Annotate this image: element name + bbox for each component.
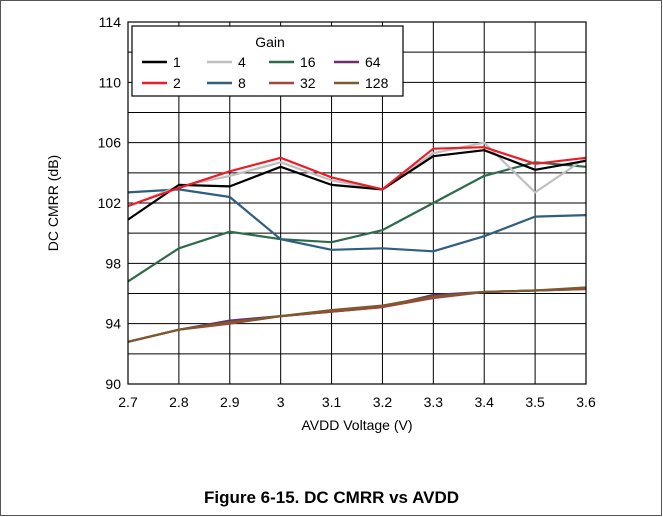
legend: Gain 1 4 16 64 2 8 32 128 — [131, 25, 404, 97]
x-tick-label: 3.2 — [373, 394, 393, 410]
x-tick-label: 3.6 — [576, 394, 596, 410]
y-tick-label: 90 — [105, 376, 121, 392]
figure-caption: Figure 6-15. DC CMRR vs AVDD — [203, 488, 460, 507]
y-tick-label: 110 — [99, 74, 122, 90]
dc-cmrr-chart: 2.7 2.8 2.9 3 3.1 3.2 3.3 3.4 3.5 3.6 90 94 98 102 106… — [45, 14, 596, 433]
legend-label-gain-8: 8 — [238, 75, 246, 91]
y-tick-label: 94 — [105, 316, 121, 332]
legend-label-gain-32: 32 — [300, 75, 316, 91]
series-line-gain-2 — [127, 146, 587, 208]
axis-ticks: 2.7 2.8 2.9 3 3.1 3.2 3.3 3.4 3.5 3.6 90 94 98 102 106… — [98, 14, 596, 410]
x-tick-label: 3.1 — [322, 394, 342, 410]
series-lines — [127, 141, 587, 343]
series-line-gain-16 — [127, 161, 587, 283]
legend-label-gain-16: 16 — [300, 54, 316, 70]
legend-label-gain-2: 2 — [173, 75, 181, 91]
y-tick-label: 102 — [98, 195, 122, 211]
x-tick-label: 2.7 — [118, 394, 138, 410]
legend-label-gain-1: 1 — [173, 54, 181, 70]
legend-label-gain-64: 64 — [365, 54, 381, 70]
y-axis-label: DC CMRR (dB) — [45, 155, 61, 251]
legend-label-gain-128: 128 — [365, 75, 389, 91]
x-tick-label: 2.8 — [169, 394, 189, 410]
plot-border — [127, 21, 587, 385]
x-tick-label: 3.3 — [424, 394, 444, 410]
legend-title: Gain — [255, 34, 285, 50]
x-tick-label: 2.9 — [220, 394, 240, 410]
series-line-gain-32 — [127, 287, 587, 343]
legend-label-gain-4: 4 — [238, 54, 246, 70]
y-tick-label: 98 — [105, 255, 121, 271]
x-tick-label: 3 — [277, 394, 285, 410]
y-tick-label: 114 — [99, 14, 122, 30]
series-line-gain-64 — [127, 287, 587, 343]
x-tick-label: 3.4 — [474, 394, 494, 410]
series-line-gain-8 — [127, 188, 587, 253]
series-line-gain-128 — [127, 286, 587, 343]
y-tick-label: 106 — [98, 135, 122, 151]
series-line-gain-1 — [127, 149, 587, 221]
x-tick-label: 3.5 — [525, 394, 545, 410]
x-axis-label: AVDD Voltage (V) — [301, 417, 412, 433]
series-line-gain-4 — [127, 141, 587, 208]
